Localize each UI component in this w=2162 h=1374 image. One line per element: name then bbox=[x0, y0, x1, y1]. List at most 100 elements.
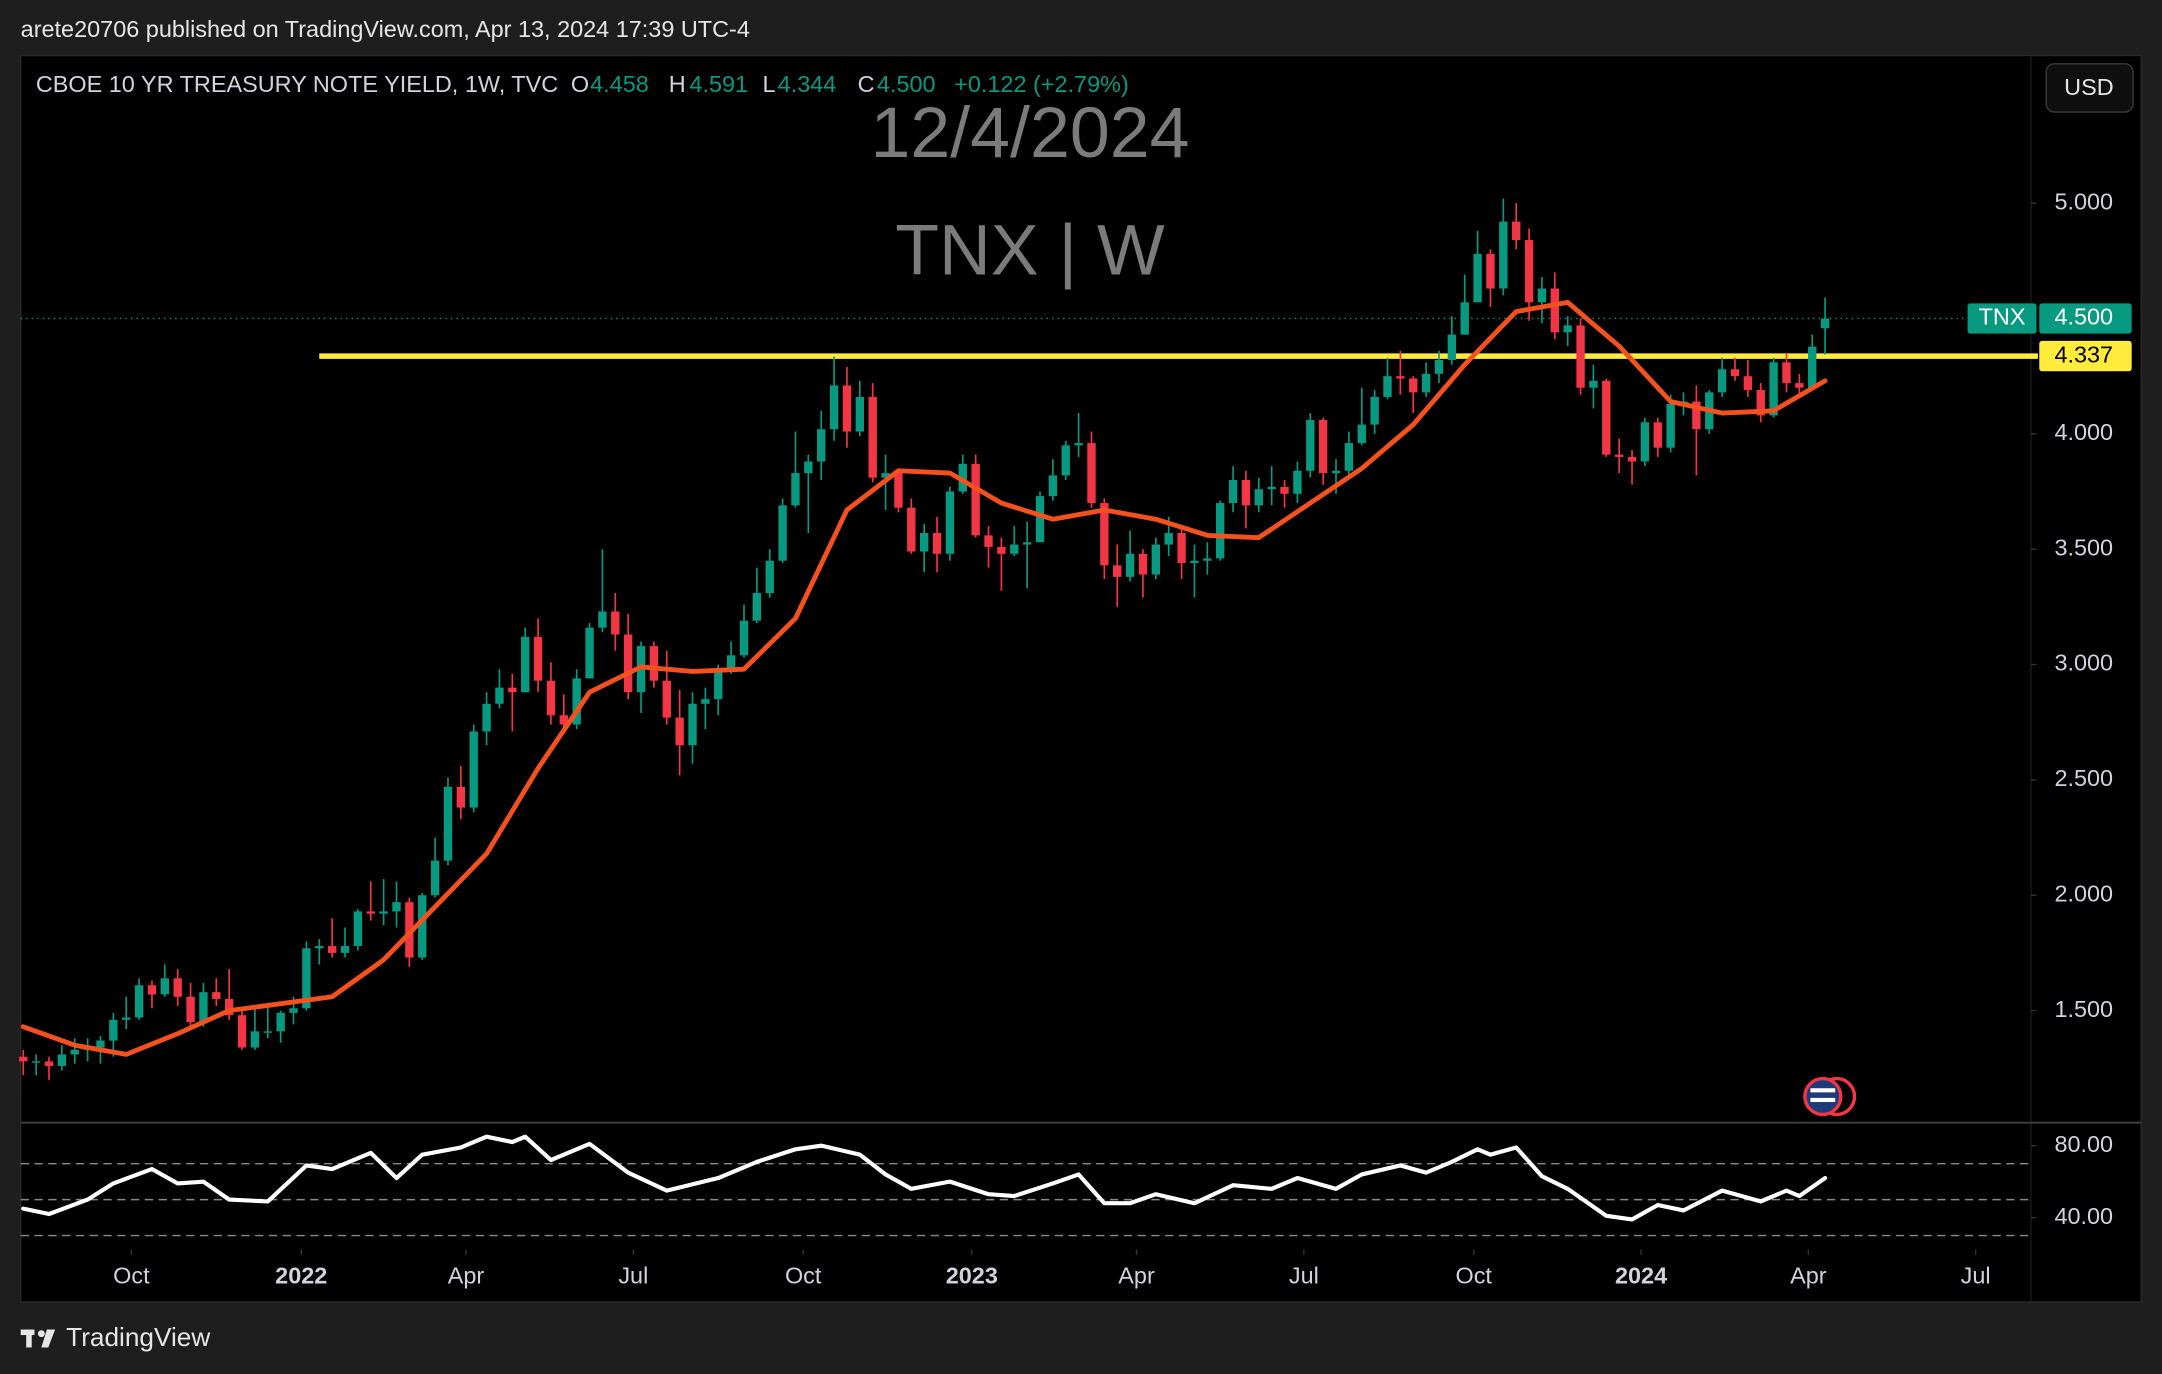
candle-body bbox=[212, 992, 221, 1000]
candle-body bbox=[1421, 373, 1431, 393]
candle-body bbox=[1537, 288, 1547, 303]
candle-body bbox=[276, 1012, 285, 1032]
candle-body bbox=[1769, 362, 1778, 416]
candle-body bbox=[662, 680, 671, 718]
candle-body bbox=[430, 860, 440, 896]
last-price-tag bbox=[2039, 303, 2132, 334]
candle-body bbox=[1254, 489, 1263, 506]
candle-body bbox=[868, 396, 877, 478]
candle-body bbox=[327, 945, 337, 953]
candle-body bbox=[1074, 443, 1083, 446]
candle-body bbox=[894, 473, 903, 508]
candle-body bbox=[572, 678, 581, 725]
hline-tag bbox=[2039, 340, 2132, 372]
candle-body bbox=[1602, 380, 1611, 455]
candle-body bbox=[96, 1040, 105, 1048]
candle-body bbox=[1216, 503, 1225, 559]
candle-body bbox=[224, 999, 234, 1016]
ohlc-key: L bbox=[762, 71, 775, 97]
brand-logo bbox=[20, 1329, 56, 1348]
candle-body bbox=[778, 505, 787, 561]
watermark-symbol: TNX | W bbox=[895, 210, 1165, 290]
candle-body bbox=[57, 1054, 67, 1066]
ohlc-value: 4.591 bbox=[689, 71, 748, 97]
hline-label: 4.337 bbox=[2054, 341, 2113, 367]
candle-body bbox=[237, 1015, 247, 1048]
candle-body bbox=[1524, 240, 1534, 303]
candle-body bbox=[649, 646, 659, 681]
candle-body bbox=[160, 978, 170, 995]
candle-body bbox=[1022, 542, 1032, 545]
x-tick-label: Jul bbox=[1961, 1262, 1991, 1288]
candle-body bbox=[1692, 401, 1701, 430]
candle-body bbox=[971, 463, 980, 536]
candle-body bbox=[1640, 422, 1650, 462]
flag-icon[interactable] bbox=[1803, 1076, 1843, 1117]
candle-body bbox=[829, 385, 839, 430]
x-tick-label: Jul bbox=[1289, 1262, 1319, 1288]
candle-body bbox=[1344, 443, 1354, 471]
symbol-tag-label: TNX bbox=[1979, 304, 2026, 330]
candle-body bbox=[533, 636, 543, 681]
candle-body bbox=[932, 533, 942, 554]
candle-body bbox=[199, 992, 208, 1023]
candle-body bbox=[559, 715, 568, 725]
currency-button[interactable] bbox=[2045, 63, 2134, 113]
candle-body bbox=[791, 473, 800, 506]
last-price-label: 4.500 bbox=[2054, 304, 2113, 330]
candle-body bbox=[1306, 420, 1315, 471]
candle-body bbox=[289, 1008, 298, 1013]
candle-body bbox=[1589, 380, 1598, 388]
candle-body bbox=[109, 1019, 118, 1041]
candle-body bbox=[817, 429, 826, 462]
candle-body bbox=[1627, 456, 1637, 462]
candle-body bbox=[1808, 346, 1817, 388]
candle-body bbox=[1125, 553, 1135, 577]
ohlc-value: 4.500 bbox=[877, 71, 936, 97]
x-tick-label: 2024 bbox=[1615, 1262, 1667, 1288]
currency-label[interactable]: USD bbox=[2064, 74, 2113, 100]
candle-body bbox=[263, 1031, 272, 1033]
candle-body bbox=[392, 902, 401, 912]
candle-body bbox=[186, 996, 195, 1023]
x-tick-label: Oct bbox=[1455, 1262, 1492, 1288]
price-change: +0.122 (+2.79%) bbox=[954, 71, 1129, 97]
candle-body bbox=[1653, 422, 1662, 448]
candle-body bbox=[366, 911, 375, 914]
candle-body bbox=[418, 895, 427, 958]
candle-body bbox=[1447, 334, 1457, 361]
event-flag[interactable] bbox=[1803, 1076, 1857, 1117]
y-tick-label: 3.000 bbox=[2054, 650, 2113, 676]
candle-body bbox=[1576, 325, 1585, 388]
candle-body bbox=[598, 611, 607, 628]
moving-average bbox=[20, 299, 1828, 1057]
ohlc-key: C bbox=[858, 71, 875, 97]
y-tick-label: 2.000 bbox=[2054, 880, 2113, 906]
y-tick-label: 4.000 bbox=[2054, 419, 2113, 445]
symbol-tag bbox=[1967, 303, 2037, 334]
candle-body bbox=[997, 546, 1006, 554]
x-tick-label: Oct bbox=[113, 1262, 150, 1288]
candle-body bbox=[508, 687, 517, 693]
candle-body bbox=[1563, 325, 1572, 333]
candle-body bbox=[1383, 376, 1392, 397]
ohlc-value: 4.344 bbox=[778, 71, 837, 97]
logo-part bbox=[26, 1329, 32, 1348]
candle-body bbox=[842, 385, 852, 432]
candle-body bbox=[1550, 288, 1559, 333]
watermark-date: 12/4/2024 bbox=[871, 93, 1190, 173]
candle-body bbox=[726, 655, 736, 670]
candle-body bbox=[134, 985, 144, 1018]
candle-body bbox=[675, 717, 684, 746]
candle-body bbox=[945, 491, 955, 554]
chart-area bbox=[19, 54, 2143, 1303]
candle-body bbox=[1499, 221, 1508, 289]
candle-body bbox=[1717, 369, 1727, 393]
candle-body bbox=[1730, 369, 1740, 377]
candle-body bbox=[44, 1061, 54, 1066]
candle-body bbox=[1164, 533, 1173, 545]
candle-body bbox=[147, 985, 157, 995]
symbol-name: CBOE 10 YR TREASURY NOTE YIELD, 1W, TVC bbox=[36, 71, 558, 97]
candle-body bbox=[714, 669, 723, 700]
